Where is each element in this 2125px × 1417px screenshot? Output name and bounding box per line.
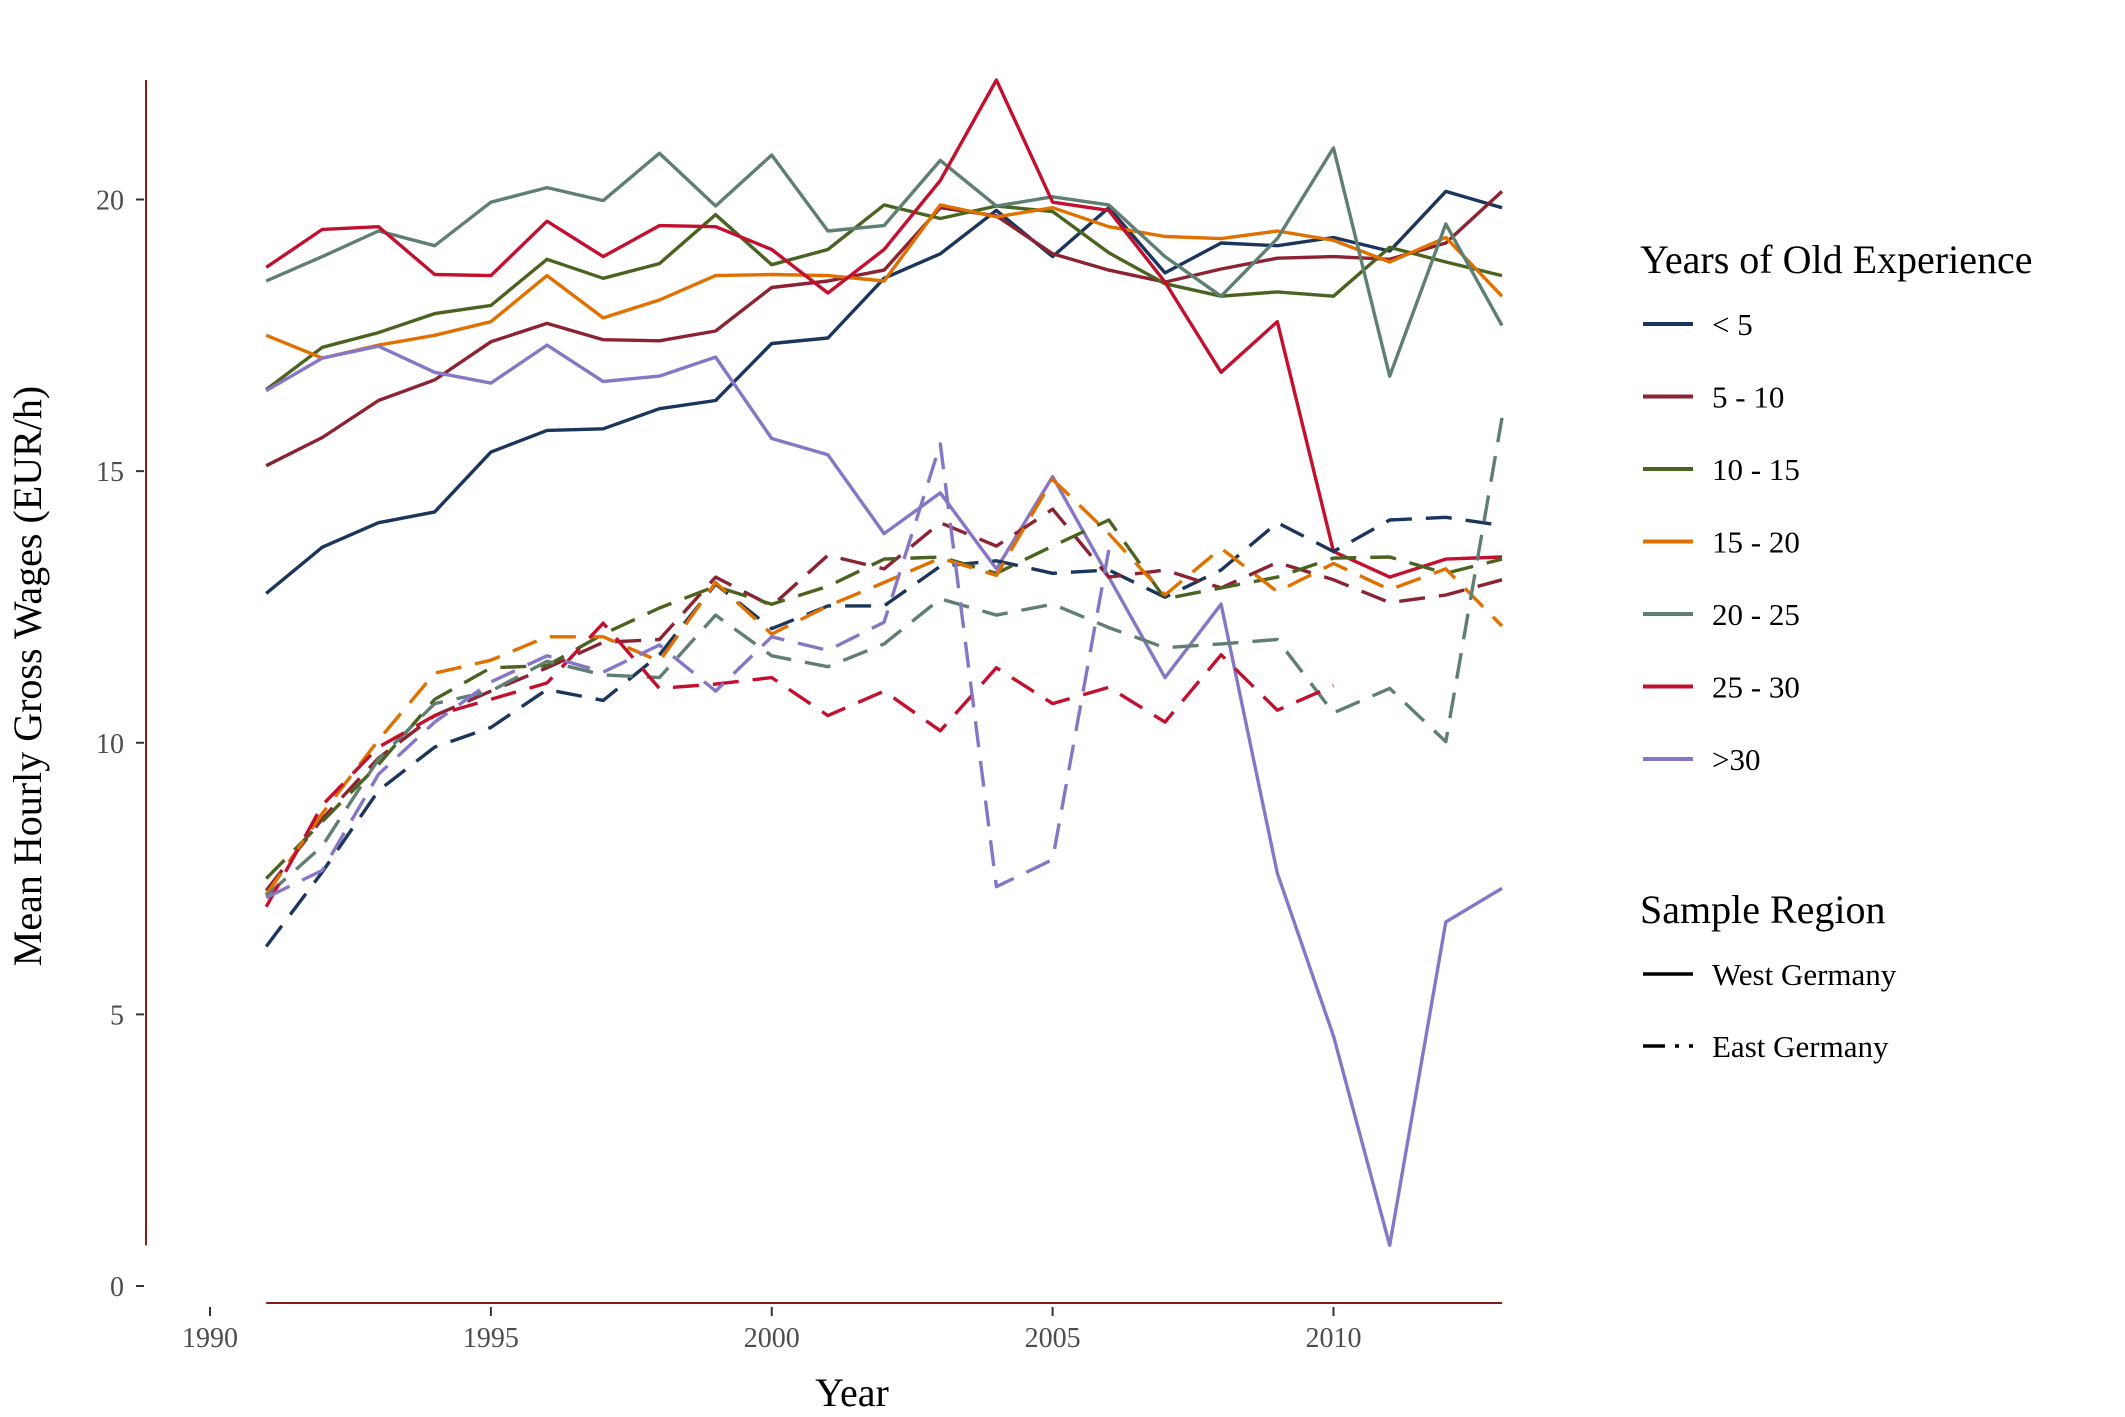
y-tick-label: 20	[96, 186, 124, 217]
y-tick-label: 0	[110, 1272, 124, 1303]
y-tick-label: 15	[96, 457, 124, 488]
x-axis-ticks: 1990 1995 2000 2005 2010	[182, 1307, 1361, 1354]
x-tick-label: 2000	[744, 1323, 800, 1354]
x-tick-label: 2010	[1305, 1323, 1361, 1354]
x-tick-label: 1990	[182, 1323, 238, 1354]
legend-experience: Years of Old Experience < 5 5 - 10 10 - 15…	[1640, 237, 2032, 777]
legend-region-title: Sample Region	[1640, 887, 1886, 932]
legend-key-label: East Germany	[1712, 1029, 1889, 1064]
series-line-west-25-30	[265, 78, 1503, 579]
legend-key-label: 25 - 30	[1712, 670, 1800, 705]
x-tick-label: 2005	[1025, 1323, 1081, 1354]
legend-key-label: 5 - 10	[1712, 380, 1784, 415]
legend-key-label: West Germany	[1712, 957, 1897, 992]
series-line-east-30	[265, 442, 1111, 900]
series-line-west-20-25	[265, 146, 1504, 378]
legend-key-label: 20 - 25	[1712, 597, 1800, 632]
series-line-west-10-15	[265, 203, 1503, 391]
legend-experience-title: Years of Old Experience	[1640, 237, 2032, 282]
legend-key-label: < 5	[1712, 307, 1753, 342]
legend-region: Sample Region West Germany East Germany	[1640, 887, 1897, 1064]
series-line-west-30	[265, 343, 1503, 1247]
series-line-east-15-20	[264, 477, 1504, 896]
series-line-east-5	[264, 515, 1503, 948]
series-line-west-5-10	[265, 190, 1504, 468]
legend-key-label: 10 - 15	[1712, 452, 1800, 487]
y-axis-ticks: 0 5 10 15 20	[96, 186, 144, 1303]
y-tick-label: 10	[96, 729, 124, 760]
y-tick-label: 5	[110, 1000, 124, 1031]
series-line-east-10-15	[264, 518, 1503, 880]
series-line-east-25-30	[264, 621, 1335, 908]
plot-area: 0 5 10 15 20 1990 1995 2000 2005 2010	[96, 78, 1504, 1354]
legend-key-label: >30	[1712, 742, 1760, 777]
x-axis-title: Year	[815, 1370, 889, 1415]
y-axis-title: Mean Hourly Gross Wages (EUR/h)	[5, 386, 50, 966]
series-line-east-5-10	[264, 507, 1503, 892]
legend-key-label: 15 - 20	[1712, 525, 1800, 560]
series-line-west-15-20	[265, 203, 1504, 360]
series-layer	[264, 78, 1504, 1247]
x-tick-label: 1995	[463, 1323, 519, 1354]
